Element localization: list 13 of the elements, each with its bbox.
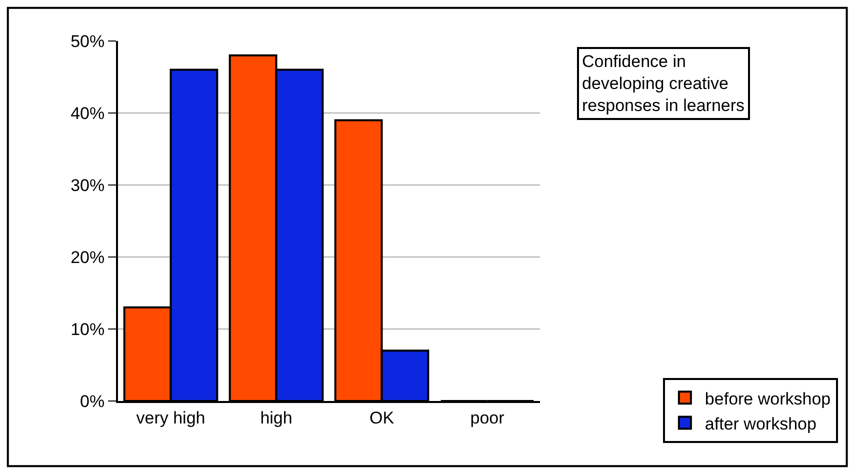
legend-label: before workshop: [704, 389, 831, 408]
y-tick-label: 40%: [70, 104, 105, 123]
y-tick-label: 30%: [70, 176, 105, 195]
text: Confidence in developing creative responses in learners: [582, 52, 745, 116]
y-tick-label: 20%: [70, 248, 105, 267]
x-tick-label: OK: [369, 408, 395, 428]
y-tick-label: 10%: [70, 320, 105, 339]
x-tick-label: high: [260, 408, 292, 428]
x-tick-label: very high: [136, 408, 206, 428]
x-tick-label: poor: [470, 408, 505, 428]
y-tick-label: 0%: [80, 392, 105, 411]
legend-label: after workshop: [704, 414, 816, 434]
y-tick-label: 50%: [70, 32, 105, 51]
